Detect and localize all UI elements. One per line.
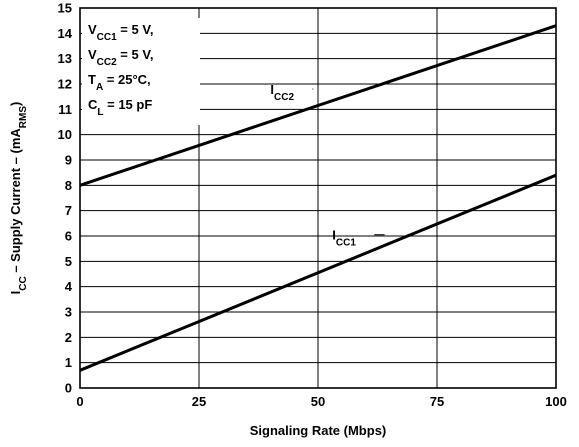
y-axis-title: ICC – Supply Current – (mARMS) — [8, 102, 29, 295]
y-tick-label: 15 — [58, 1, 72, 16]
x-tick-label: 75 — [430, 394, 444, 409]
y-tick-label: 8 — [65, 178, 72, 193]
series-labels: ICC2 ICC1 — [270, 82, 385, 249]
y-tick-label: 0 — [65, 381, 72, 396]
plot-frame — [79, 7, 557, 389]
y-tick-label: 11 — [58, 102, 72, 117]
y-tick-label: 10 — [58, 127, 72, 142]
x-tick-label: 50 — [311, 394, 325, 409]
y-tick-label: 1 — [65, 355, 72, 370]
y-tick-label: 2 — [65, 330, 72, 345]
x-axis-title: Signaling Rate (Mbps) — [250, 423, 387, 438]
series-label-cc2: ICC2 — [270, 82, 294, 103]
conditions-background — [82, 18, 200, 125]
conditions-note: VCC1 = 5 V, VCC2 = 5 V, TA = 25°C, CL = 15 … — [82, 18, 200, 125]
y-tick-label: 14 — [58, 26, 73, 41]
x-tick-label: 100 — [545, 394, 567, 409]
condition-line: CL = 15 pF — [88, 97, 152, 118]
y-tick-label: 7 — [65, 203, 72, 218]
y-tick-label: 4 — [65, 279, 73, 294]
series-line-icc1 — [79, 173, 557, 372]
condition-line: VCC2 = 5 V, — [88, 47, 153, 68]
y-tick-label: 3 — [65, 305, 72, 320]
condition-line: VCC1 = 5 V, — [88, 22, 153, 43]
y-tick-label: 13 — [58, 51, 72, 66]
y-tick-label: 6 — [65, 229, 72, 244]
y-tick-label: 12 — [58, 77, 72, 92]
x-tick-label: 25 — [192, 394, 206, 409]
series-lines — [79, 24, 557, 372]
series-line-icc2 — [79, 24, 557, 187]
x-tick-label: 0 — [76, 394, 83, 409]
y-tick-label: 5 — [65, 254, 72, 269]
series-label-cc1: ICC1 — [332, 228, 356, 249]
y-tick-label: 9 — [65, 153, 72, 168]
condition-line: TA = 25°C, — [88, 72, 151, 93]
